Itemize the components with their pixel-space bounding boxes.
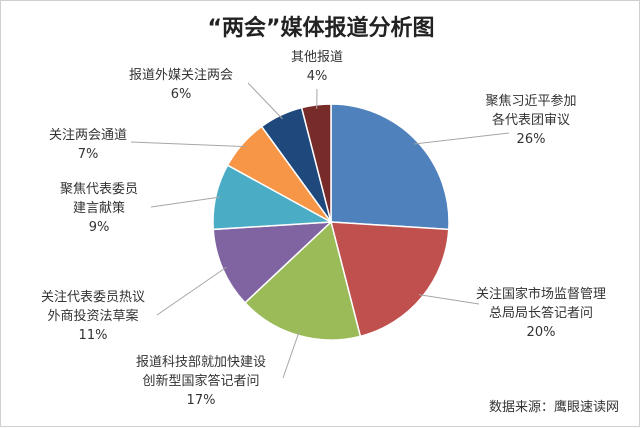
leader-line-4 (157, 267, 226, 315)
slice-percent-3: 17% (187, 393, 216, 408)
slice-label-8: 其他报道 (291, 50, 343, 65)
leader-line-3 (283, 331, 299, 378)
pie-slices (213, 104, 449, 340)
leader-line-2 (419, 295, 479, 304)
slice-percent-1: 26% (517, 132, 546, 147)
slice-label-1: 各代表团审议 (492, 112, 570, 128)
slice-label-3: 创新型国家答记者问 (142, 373, 259, 389)
slice-percent-5: 9% (89, 220, 110, 235)
slice-percent-8: 4% (307, 69, 328, 84)
leader-line-5 (151, 197, 220, 207)
slice-label-7: 报道外媒关注两会 (129, 68, 233, 83)
slice-percent-6: 7% (78, 147, 99, 162)
leader-line-6 (131, 142, 245, 147)
slice-label-4: 外商投资法草案 (47, 308, 138, 324)
chart-title: “两会”媒体报道分析图 (208, 15, 435, 41)
slice-label-2: 总局局长答记者问 (489, 305, 593, 321)
slice-percent-2: 20% (527, 325, 556, 340)
data-source: 数据来源：鹰眼速读网 (489, 399, 619, 415)
slice-label-1: 聚焦习近平参加 (485, 93, 576, 109)
slice-label-5: 聚焦代表委员 (60, 182, 138, 197)
slice-label-6: 关注两会通道 (49, 128, 127, 143)
slice-label-5: 建言献策 (73, 200, 125, 216)
slice-percent-7: 6% (171, 87, 192, 102)
leader-line-7 (248, 83, 282, 119)
slice-percent-4: 11% (79, 328, 108, 343)
pie-slice-1 (331, 104, 449, 229)
slice-label-4: 关注代表委员热议 (41, 290, 145, 305)
leader-line-1 (414, 133, 509, 144)
slice-label-3: 报道科技部就加快建设 (136, 355, 266, 370)
slice-label-2: 关注国家市场监督管理 (476, 286, 606, 302)
